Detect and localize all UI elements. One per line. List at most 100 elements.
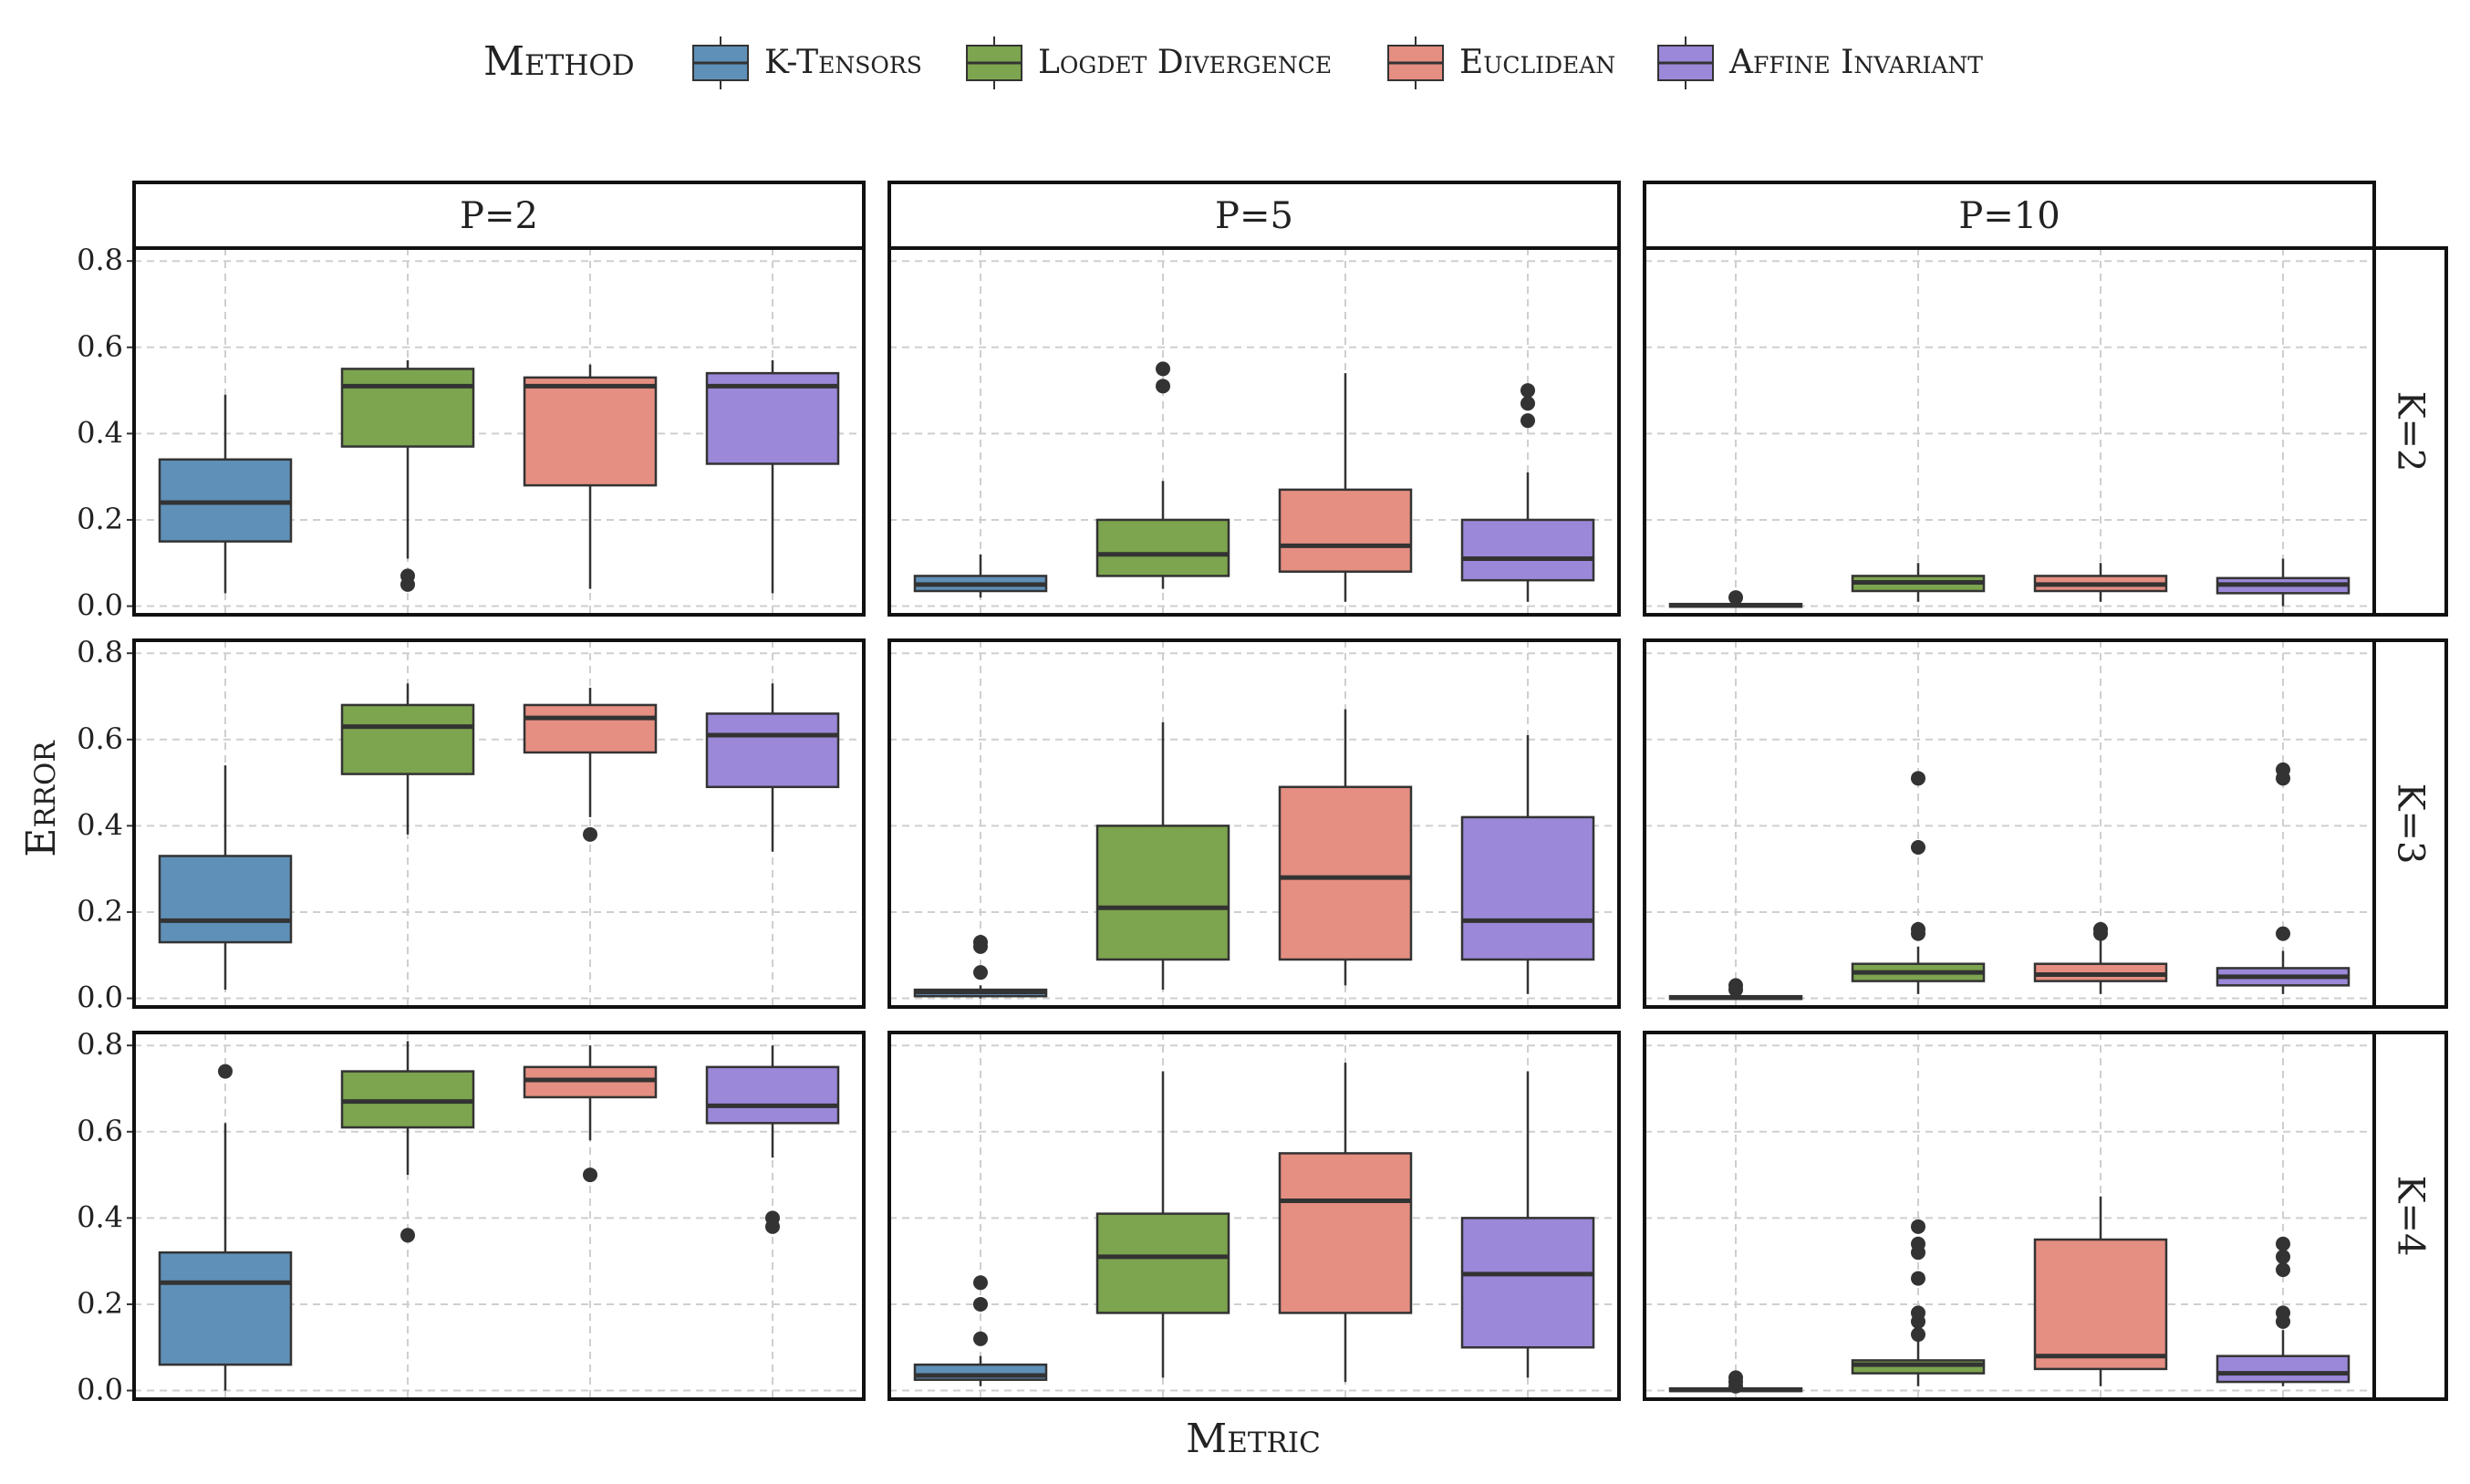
row-strip-box <box>2372 638 2448 1009</box>
panel-k4-p10 <box>1643 1031 2376 1401</box>
box-euclidean <box>523 1045 658 1183</box>
box-affine-invariant <box>1460 1071 1595 1378</box>
y-tick-label: 0.2 <box>77 502 123 536</box>
y-tick-label: 0.6 <box>77 1114 123 1148</box>
box-k-tensors <box>1668 978 1803 1001</box>
row-strip-1: K=2 <box>2372 246 2448 617</box>
panel-gridlines <box>1645 248 2374 615</box>
y-tick-label: 0.8 <box>77 243 123 277</box>
box-affine-invariant <box>1460 735 1595 994</box>
outlier-point <box>2276 1262 2290 1278</box>
legend-label: Logdet Divergence <box>1038 44 1332 81</box>
panel-border <box>1643 638 2376 1009</box>
panel-border <box>132 1031 866 1401</box>
outlier-point <box>973 1331 988 1346</box>
panel-border <box>1643 1031 2376 1401</box>
box-euclidean <box>2033 563 2168 602</box>
legend-item-2: Logdet Divergence <box>966 36 1332 89</box>
panel-k2-p10 <box>1643 246 2376 617</box>
iqr-box <box>1278 1152 1413 1314</box>
panel-background <box>1645 1033 2374 1399</box>
row-strip-label: K=4 <box>2390 1176 2432 1257</box>
iqr-box <box>340 368 475 448</box>
y-tick-label: 0.8 <box>77 635 123 669</box>
row-strip-box <box>2372 246 2448 617</box>
box-k-tensors <box>1668 590 1803 608</box>
iqr-box <box>523 376 658 487</box>
row-strip-2: K=3 <box>2372 638 2448 1009</box>
panel-k4-p5 <box>887 1031 1621 1401</box>
box-euclidean <box>523 364 658 589</box>
iqr-box <box>2033 1238 2168 1371</box>
box-logdet-divergence <box>340 1041 475 1243</box>
box-affine-invariant <box>2216 1236 2351 1386</box>
y-tick-label: 0.4 <box>77 415 123 450</box>
iqr-box <box>1095 518 1230 577</box>
box-euclidean <box>1278 709 1413 986</box>
box-k-tensors <box>158 765 293 991</box>
iqr-box <box>705 1065 840 1125</box>
y-axis-ticks-row-3: 0.0 0.2 0.4 0.6 0.8 <box>77 1027 134 1407</box>
panel-border <box>1643 246 2376 617</box>
outlier-point <box>1728 982 1743 998</box>
outlier-point <box>1156 361 1170 377</box>
box-euclidean <box>2033 921 2168 994</box>
box-euclidean <box>523 688 658 842</box>
y-tick-label: 0.0 <box>77 981 123 1015</box>
y-tick-label: 0.2 <box>77 894 123 929</box>
facet-panels: P=2 P=5 P=10 K=2 K=3 K=4 0.0 0.2 0.4 0.6 0.8 0.0 0.2… <box>77 181 2448 1407</box>
iqr-box <box>1278 488 1413 573</box>
panel-k3-p5 <box>887 638 1621 1009</box>
legend-label: Affine Invariant <box>1728 44 1983 81</box>
column-strip-label: P=2 <box>460 195 538 237</box>
y-axis-ticks-row-1: 0.0 0.2 0.4 0.6 0.8 <box>77 243 134 623</box>
iqr-box <box>158 855 293 944</box>
y-tick-label: 0.4 <box>77 807 123 842</box>
outlier-point <box>583 826 597 842</box>
box-affine-invariant <box>2216 762 2351 994</box>
outlier-point <box>1911 1245 1925 1261</box>
box-euclidean <box>2033 1196 2168 1386</box>
box-logdet-divergence <box>1095 361 1230 589</box>
y-axis-title: Error <box>18 740 65 857</box>
outlier-point <box>765 1219 780 1234</box>
iqr-box <box>158 1251 293 1366</box>
box-k-tensors <box>158 1064 293 1391</box>
iqr-box <box>1095 825 1230 961</box>
panel-border <box>132 638 866 1009</box>
box-k-tensors <box>913 1275 1048 1386</box>
outlier-point <box>1520 383 1535 399</box>
panel-border <box>887 1031 1621 1401</box>
outlier-point <box>2276 1313 2290 1329</box>
outlier-point <box>2093 926 2108 941</box>
box-logdet-divergence <box>1851 563 1986 602</box>
outlier-point <box>400 1228 415 1243</box>
box-affine-invariant <box>705 1045 840 1234</box>
box-logdet-divergence <box>1851 1219 1986 1386</box>
outlier-point <box>2276 1249 2290 1264</box>
iqr-box <box>705 712 840 789</box>
iqr-box <box>523 703 658 754</box>
outlier-point <box>1520 413 1535 429</box>
box-affine-invariant <box>705 359 840 594</box>
row-strip-label: K=2 <box>2390 391 2432 472</box>
panel-k3-p2 <box>132 638 866 1009</box>
panel-k4-p2 <box>132 1031 866 1401</box>
box-k-tensors <box>1668 1370 1803 1394</box>
box-logdet-divergence <box>1095 1071 1230 1378</box>
box-logdet-divergence <box>1851 771 1986 994</box>
outlier-point <box>1728 590 1743 606</box>
outlier-point <box>1156 379 1170 394</box>
column-strip-2: P=5 <box>887 181 1621 250</box>
legend-label: K-Tensors <box>764 44 922 81</box>
column-strip-3: P=10 <box>1643 181 2376 250</box>
legend-item-1: K-Tensors <box>692 36 922 89</box>
column-strip-box <box>887 181 1621 250</box>
box-logdet-divergence <box>340 359 475 592</box>
legend-items: K-Tensors Logdet Divergence Euclidean Affin… <box>692 36 1983 89</box>
outlier-point <box>218 1064 233 1079</box>
legend-label: Euclidean <box>1459 44 1615 81</box>
y-tick-label: 0.6 <box>77 329 123 364</box>
